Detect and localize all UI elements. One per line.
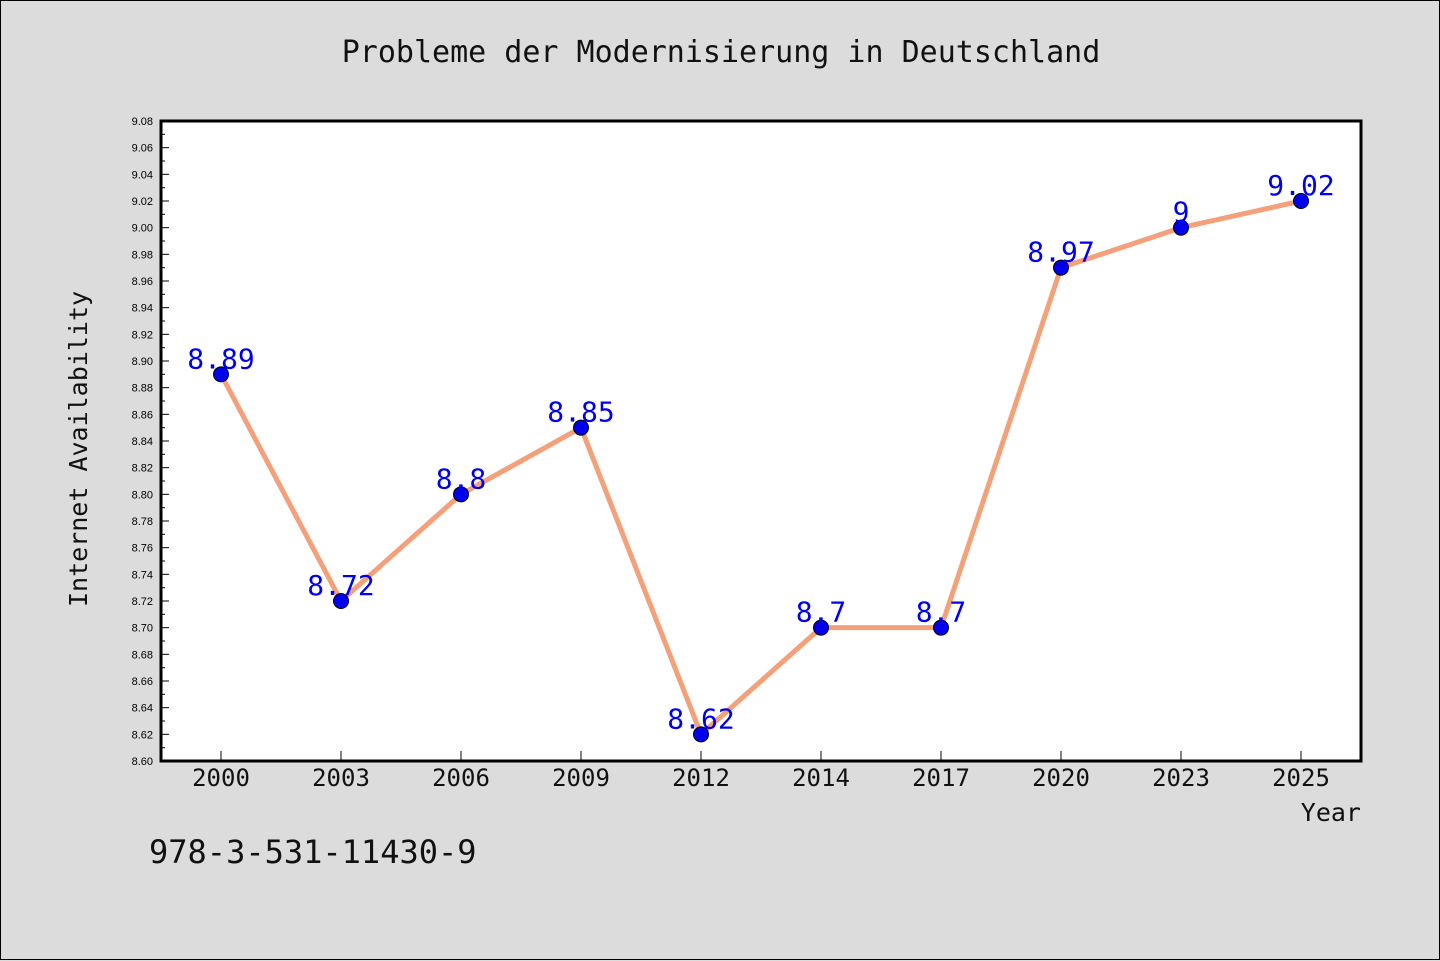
- data-point: [573, 419, 589, 436]
- y-tick-label: 8.82: [132, 463, 153, 475]
- data-label: 8.97: [1027, 236, 1094, 269]
- x-tick-label: 2023: [1152, 764, 1210, 792]
- y-tick-label: 8.80: [132, 489, 153, 501]
- y-tick-label: 8.96: [132, 276, 153, 288]
- y-tick-label: 8.70: [132, 623, 153, 635]
- data-point: [453, 486, 469, 503]
- y-tick-label: 9.04: [132, 169, 153, 181]
- y-tick-label: 8.94: [132, 303, 153, 315]
- y-tick-label: 8.92: [132, 329, 153, 341]
- data-label: 8.85: [547, 396, 614, 429]
- y-tick-label: 8.84: [132, 436, 153, 448]
- chart-title: Probleme der Modernisierung in Deutschla…: [341, 35, 1101, 70]
- y-tick-label: 8.78: [132, 516, 153, 528]
- data-label: 8.72: [307, 569, 374, 602]
- series-line: [218, 198, 1302, 737]
- data-label: 9: [1173, 196, 1190, 229]
- plot-frame: [159, 119, 1363, 763]
- x-tick-label: 2003: [312, 764, 370, 792]
- y-tick-label: 8.88: [132, 383, 153, 395]
- data-label: 8.7: [916, 596, 967, 629]
- isbn-code: 978-3-531-11430-9: [149, 833, 477, 871]
- x-tick-label: 2020: [1032, 764, 1090, 792]
- y-tick-label: 8.72: [132, 596, 153, 608]
- y-tick-label: 8.64: [132, 703, 153, 715]
- x-axis: 2000 2003 2006 2009 2012 2014 2017 2020 2023 2025: [192, 751, 1330, 792]
- x-tick-label: 2014: [792, 764, 850, 792]
- y-tick-label: 8.76: [132, 543, 153, 555]
- y-tick-label: 8.90: [132, 356, 153, 368]
- x-tick-label: 2025: [1272, 764, 1330, 792]
- data-point: [1053, 259, 1069, 276]
- x-tick-label: 2017: [912, 764, 970, 792]
- y-axis: 8.60 8.62 8.64 8.66 8.68 8.70 8.72 8.74 8.76 8.78…: [132, 116, 169, 768]
- y-tick-label: 8.74: [132, 569, 153, 581]
- x-tick-label: 2012: [672, 764, 730, 792]
- y-tick-label: 8.68: [132, 649, 153, 661]
- data-label: 9.02: [1267, 169, 1334, 202]
- y-tick-label: 9.06: [132, 143, 153, 155]
- y-tick-label: 9.00: [132, 223, 153, 235]
- plot-area: [161, 121, 1361, 761]
- x-tick-label: 2009: [552, 764, 610, 792]
- x-axis-label: Year: [1301, 798, 1361, 827]
- y-tick-label: 8.62: [132, 729, 153, 741]
- x-tick-label: 2000: [192, 764, 250, 792]
- data-point: [1173, 219, 1189, 236]
- data-label: 8.8: [436, 462, 487, 495]
- data-label: 8.89: [187, 342, 254, 375]
- data-labels: 8.89 8.72 8.8 8.85 8.62 8.7 8.7 8.97 9 9.02: [187, 169, 1334, 735]
- data-point: [693, 726, 709, 743]
- data-point: [333, 593, 349, 609]
- data-label: 8.7: [796, 596, 847, 629]
- data-point: [813, 619, 829, 636]
- y-tick-label: 9.08: [132, 116, 153, 128]
- y-tick-label: 8.60: [132, 756, 153, 768]
- data-markers: [213, 193, 1309, 743]
- data-point: [1293, 193, 1309, 209]
- y-tick-label: 8.66: [132, 676, 153, 688]
- y-tick-label: 8.98: [132, 249, 153, 261]
- data-point: [213, 366, 229, 383]
- x-tick-label: 2006: [432, 764, 490, 792]
- y-axis-label: Internet Availability: [64, 291, 93, 607]
- data-point: [933, 619, 949, 636]
- data-label: 8.62: [667, 702, 734, 735]
- y-tick-label: 9.02: [132, 196, 153, 208]
- y-tick-label: 8.86: [132, 409, 153, 421]
